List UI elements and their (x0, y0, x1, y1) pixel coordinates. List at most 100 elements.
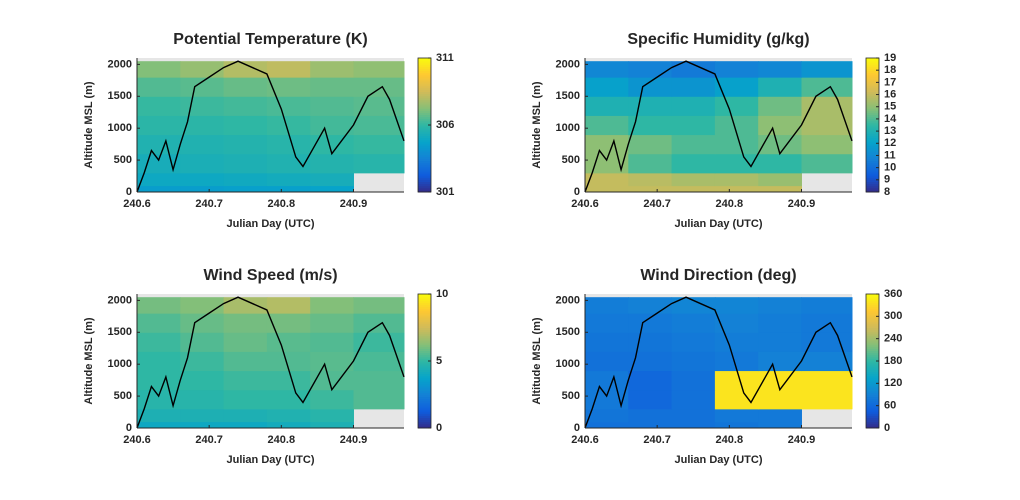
heat-cell (585, 421, 629, 429)
heat-cell (585, 77, 629, 97)
colorbar-swatch (866, 127, 879, 130)
colorbar-swatch (866, 409, 879, 412)
colorbar-swatch (866, 95, 879, 99)
colorbar-swatch (418, 423, 431, 427)
colorbar-swatch (866, 306, 879, 310)
heat-cell (353, 77, 405, 97)
colorbar-swatch (418, 156, 431, 159)
y-tick-label: 2000 (556, 58, 580, 70)
colorbar-swatch (866, 384, 879, 387)
colorbar-swatch (866, 168, 879, 172)
chart-title: Wind Direction (deg) (640, 267, 796, 284)
heat-cell (137, 172, 181, 187)
y-tick-label: 1000 (556, 358, 580, 370)
x-tick-label: 240.9 (340, 434, 368, 446)
heat-cell (310, 313, 354, 333)
x-tick-label: 240.7 (195, 434, 223, 446)
x-axis-label: Julian Day (UTC) (674, 454, 762, 466)
colorbar-swatch (418, 344, 431, 347)
y-axis-label: Altitude MSL (m) (83, 317, 95, 405)
colorbar-swatch (418, 314, 431, 318)
heat-cell (266, 77, 311, 97)
colorbar-swatch (418, 369, 431, 372)
colorbar-swatch (418, 421, 431, 425)
colorbar-swatch (866, 106, 879, 109)
colorbar-swatch (866, 85, 879, 88)
colorbar-swatch (866, 346, 879, 349)
y-tick-label: 1500 (556, 90, 580, 102)
colorbar-swatch (418, 106, 431, 109)
heat-cell (310, 61, 354, 78)
colorbar-swatch (866, 388, 879, 391)
heat-cell (137, 61, 181, 78)
colorbar-tick-label: 301 (436, 186, 454, 198)
colorbar-swatch (866, 367, 879, 370)
heat-cell (758, 61, 802, 78)
x-tick-label: 240.6 (571, 198, 599, 210)
heat-cell (671, 134, 716, 155)
colorbar-swatch (866, 91, 879, 95)
flight-track (136, 296, 405, 429)
heat-cell (137, 313, 181, 333)
heat-cell (266, 172, 311, 187)
colorbar-swatch (866, 390, 879, 393)
heat-cell (180, 332, 225, 352)
colorbar-swatch (418, 302, 431, 305)
colorbar-swatch (866, 415, 879, 419)
colorbar-swatch (866, 300, 879, 303)
colorbar-swatch (866, 344, 879, 347)
colorbar-swatch (418, 327, 431, 331)
heat-cell (628, 313, 673, 333)
colorbar-swatch (418, 137, 431, 141)
colorbar-swatch (866, 321, 879, 324)
x-tick-label: 240.6 (123, 434, 151, 446)
colorbar-swatch (418, 317, 431, 320)
colorbar-swatch (418, 141, 431, 145)
colorbar-swatch (866, 74, 879, 78)
heat-cell (801, 313, 853, 333)
colorbar-swatch (418, 409, 431, 412)
colorbar-swatch (866, 296, 879, 299)
heat-cell (585, 185, 629, 193)
colorbar-swatch (866, 379, 879, 383)
colorbar-swatch (418, 158, 431, 162)
colorbar-swatch (418, 329, 431, 333)
colorbar-swatch (418, 81, 431, 84)
heat-cell (353, 332, 405, 352)
colorbar-tick-label: 15 (884, 101, 896, 113)
heat-cell (801, 77, 853, 97)
colorbar-swatch (866, 62, 879, 65)
colorbar-swatch (418, 104, 431, 107)
x-tick-label: 240.9 (788, 198, 816, 210)
heat-cell (758, 370, 802, 391)
colorbar-swatch (418, 95, 431, 99)
colorbar-swatch (418, 394, 431, 398)
colorbar-swatch (418, 177, 431, 180)
heat-cell (223, 421, 268, 429)
heat-cell (310, 389, 354, 410)
heat-cell (266, 134, 311, 155)
colorbar-swatch (418, 346, 431, 349)
colorbar-swatch (418, 154, 431, 157)
colorbar-swatch (418, 135, 431, 139)
heat-cell (137, 115, 181, 136)
colorbar-swatch (866, 166, 879, 170)
heat-cell (714, 115, 759, 136)
x-tick-label: 240.6 (123, 198, 151, 210)
y-tick-label: 2000 (108, 58, 132, 70)
colorbar-swatch (418, 116, 431, 120)
colorbar-swatch (418, 367, 431, 370)
colorbar-swatch (418, 342, 431, 345)
x-tick-label: 240.6 (571, 434, 599, 446)
heat-cell (266, 313, 311, 333)
heat-cell (310, 370, 354, 391)
heat-cell (353, 351, 405, 372)
heat-cell (628, 134, 673, 155)
colorbar-swatch (866, 304, 879, 308)
colorbar-swatch (866, 323, 879, 326)
colorbar-swatch (866, 394, 879, 398)
heat-cell (628, 408, 673, 423)
y-axis-label: Altitude MSL (m) (531, 317, 543, 405)
heat-cell (801, 370, 853, 391)
colorbar-swatch (866, 148, 879, 151)
